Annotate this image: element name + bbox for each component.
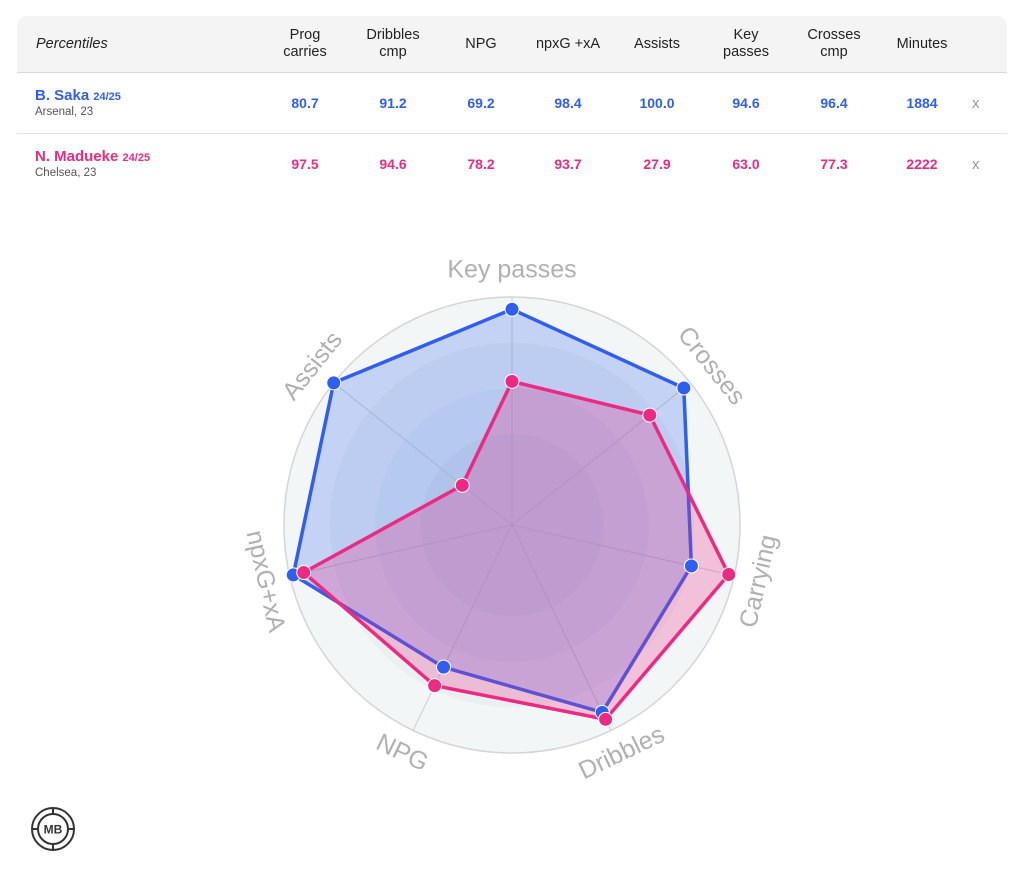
table-row-saka: B. Saka 24/25 Arsenal, 23 80.7 91.2 69.2… [17,73,1007,134]
radar-chart: Key passesCrossesCarryingDribblesNPGnpxG… [241,256,783,785]
col-header-npxg-xa: npxG +xA [535,35,601,52]
value-npg: 78.2 [467,156,495,172]
data-point [436,659,452,675]
col-header-dribbles-cmp: Dribbles cmp [366,27,420,60]
player-name-text: N. Madueke [35,148,119,165]
radar-spoke [511,382,691,526]
value-assists: 100.0 [639,95,675,111]
data-point [642,407,658,423]
data-point [296,565,312,581]
data-point [454,477,470,493]
value-prog-carries: 97.5 [291,156,319,172]
value-minutes: 2222 [906,156,938,172]
col-header-npg: NPG [465,35,497,52]
col-header-minutes: Minutes [896,35,948,52]
data-point [326,375,342,391]
value-npg: 69.2 [467,95,495,111]
value-key-passes: 63.0 [732,156,760,172]
radar-spoke [511,524,612,731]
mb-logo-icon: MB [31,807,75,851]
radar-spoke [333,382,513,526]
col-header-assists: Assists [634,35,680,52]
value-crosses-cmp: 96.4 [820,95,848,111]
logo-text: MB [44,823,63,837]
series-area-0 [291,307,694,715]
value-key-passes: 94.6 [732,95,760,111]
percentiles-table: Percentiles Prog carries Dribbles cmp NP… [17,16,1007,194]
table-row-madueke: N. Madueke 24/25 Chelsea, 23 97.5 94.6 7… [17,134,1007,194]
axis-label: Key passes [447,256,576,284]
col-header-key-passes: Key passes [723,27,769,60]
remove-player-button[interactable]: x [972,95,980,112]
axis-label: Carrying [734,532,782,630]
value-npxg-xa: 93.7 [554,156,582,172]
data-point [598,711,614,727]
value-assists: 27.9 [643,156,671,172]
col-header-crosses-cmp: Crosses cmp [807,27,861,60]
radar-spoke [289,524,513,577]
data-point [504,373,520,389]
player-name[interactable]: B. Saka 24/25 [35,87,121,104]
data-point [683,558,699,574]
value-crosses-cmp: 77.3 [820,156,848,172]
series-area-1 [301,379,731,722]
player-club: Arsenal, 23 [35,106,94,118]
player-season: 24/25 [93,91,121,103]
radar-spoke [412,524,513,731]
data-point [427,678,443,694]
data-point [721,566,737,582]
value-dribbles-cmp: 94.6 [379,156,407,172]
player-name-text: B. Saka [35,87,90,104]
value-minutes: 1884 [906,95,938,111]
value-npxg-xa: 98.4 [554,95,582,111]
player-season: 24/25 [122,152,151,164]
data-point [504,301,520,317]
value-dribbles-cmp: 91.2 [379,95,407,111]
player-name[interactable]: N. Madueke 24/25 [35,148,150,165]
table-title: Percentiles [36,36,108,52]
remove-player-button[interactable]: x [972,156,980,173]
player-club: Chelsea, 23 [35,167,97,179]
col-header-prog-carries: Prog carries [283,27,327,60]
value-prog-carries: 80.7 [291,95,319,111]
table-header: Percentiles Prog carries Dribbles cmp NP… [17,16,1007,73]
axis-label: npxG+xA [241,528,291,635]
data-point [676,380,692,396]
